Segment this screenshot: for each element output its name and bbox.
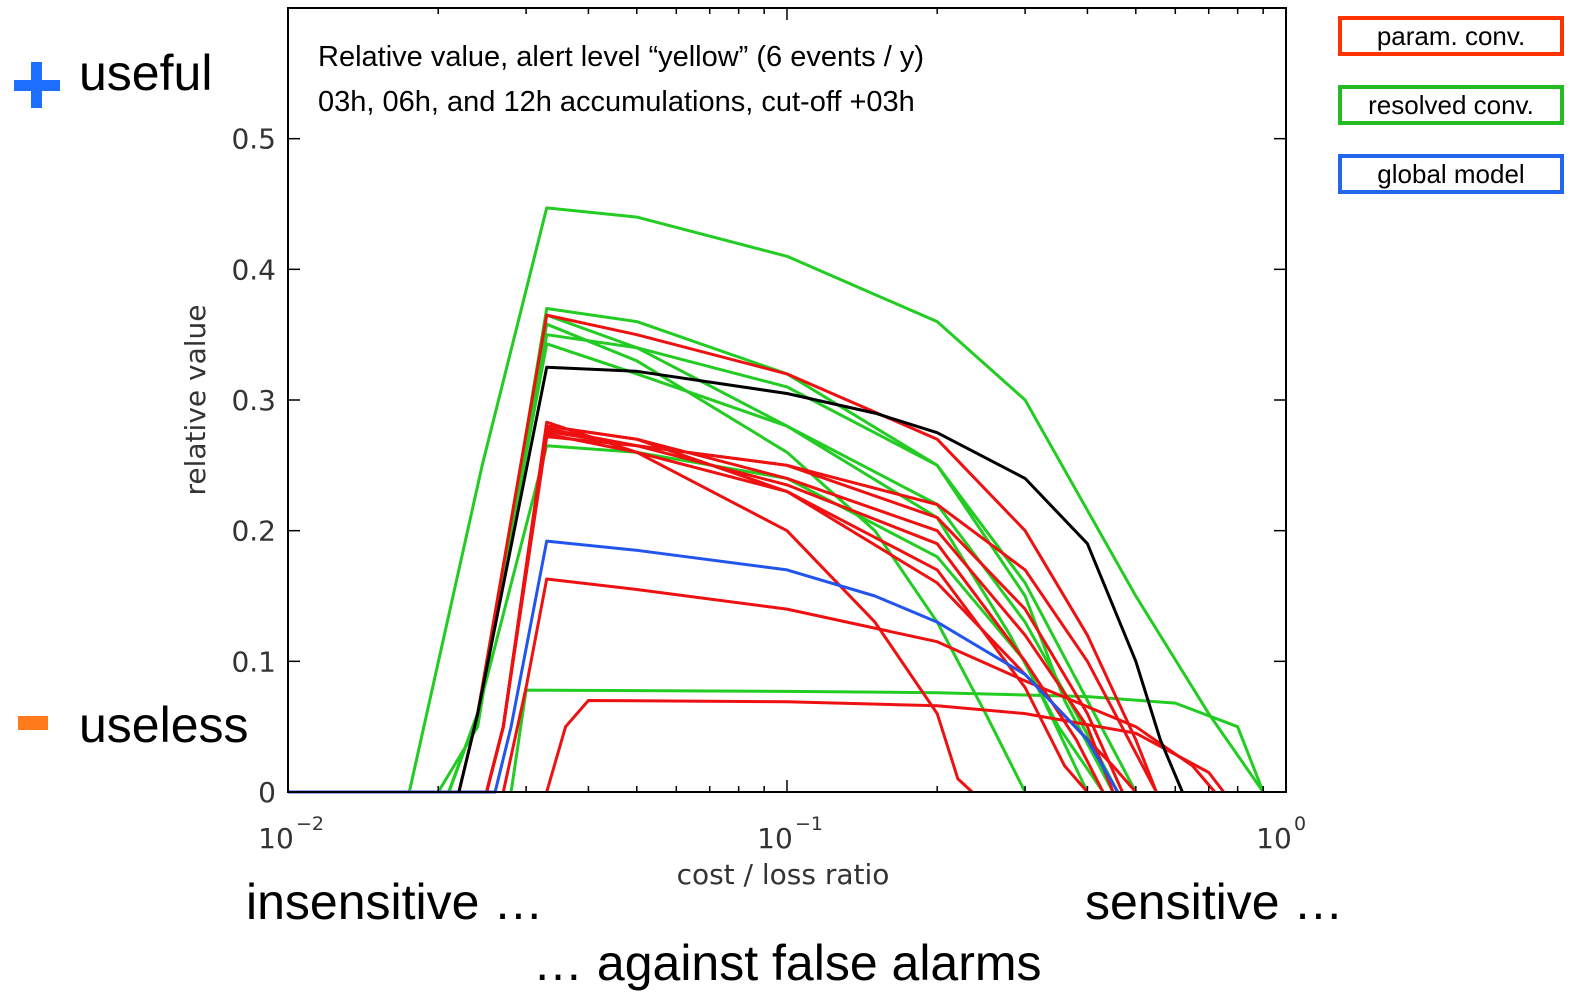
y-tick-label: 0.2 xyxy=(231,515,276,548)
series-lines xyxy=(288,206,1265,794)
series-line-resolved-7 xyxy=(509,688,1265,793)
y-axis-label: relative value xyxy=(179,305,212,496)
legend-resolved-conv: resolved conv. xyxy=(1338,85,1564,125)
y-tick-label: 0.1 xyxy=(231,645,276,678)
x-tick-exponent: 0 xyxy=(1294,813,1306,835)
series-line-resolved-0 xyxy=(407,206,1265,793)
insensitive-label: insensitive … xyxy=(246,874,544,930)
series-line-param-15 xyxy=(485,435,1158,793)
x-tick-exponent: −1 xyxy=(795,813,823,835)
x-tick-label: 10 xyxy=(258,822,294,855)
minus-icon xyxy=(18,716,48,730)
plus-icon xyxy=(14,62,60,108)
false-alarms-label: … against false alarms xyxy=(533,935,1042,991)
sensitive-label: sensitive … xyxy=(1085,874,1344,930)
series-line-param-8 xyxy=(457,313,1158,793)
series-line-param-11 xyxy=(485,424,1115,793)
tick-labels: 00.10.20.30.40.510 −2 10 −1 10 0 xyxy=(231,123,1306,855)
x-tick-label: 10 xyxy=(757,822,793,855)
chart-title: Relative value, alert level “yellow” (6 … xyxy=(318,41,924,73)
y-tick-label: 0.5 xyxy=(231,123,276,156)
series-line-global-18 xyxy=(288,539,1119,794)
y-tick-label: 0 xyxy=(258,776,276,809)
x-axis-label: cost / loss ratio xyxy=(677,858,890,891)
x-tick-label: 10 xyxy=(1256,822,1292,855)
y-tick-label: 0.3 xyxy=(231,384,276,417)
series-line-param-17 xyxy=(545,699,1225,793)
x-tick-exponent: −2 xyxy=(296,813,324,835)
legend-param-conv: param. conv. xyxy=(1338,16,1564,56)
useless-label: useless xyxy=(79,697,249,753)
useful-label: useful xyxy=(79,45,213,101)
series-line-reference-19 xyxy=(457,365,1184,793)
axis-ticks xyxy=(287,8,1286,793)
y-tick-label: 0.4 xyxy=(231,253,276,286)
plot-frame xyxy=(287,7,1287,793)
chart-subtitle: 03h, 06h, and 12h accumulations, cut-off… xyxy=(318,86,915,118)
series-line-resolved-4 xyxy=(447,333,1138,793)
legend-global-model: global model xyxy=(1338,154,1564,194)
